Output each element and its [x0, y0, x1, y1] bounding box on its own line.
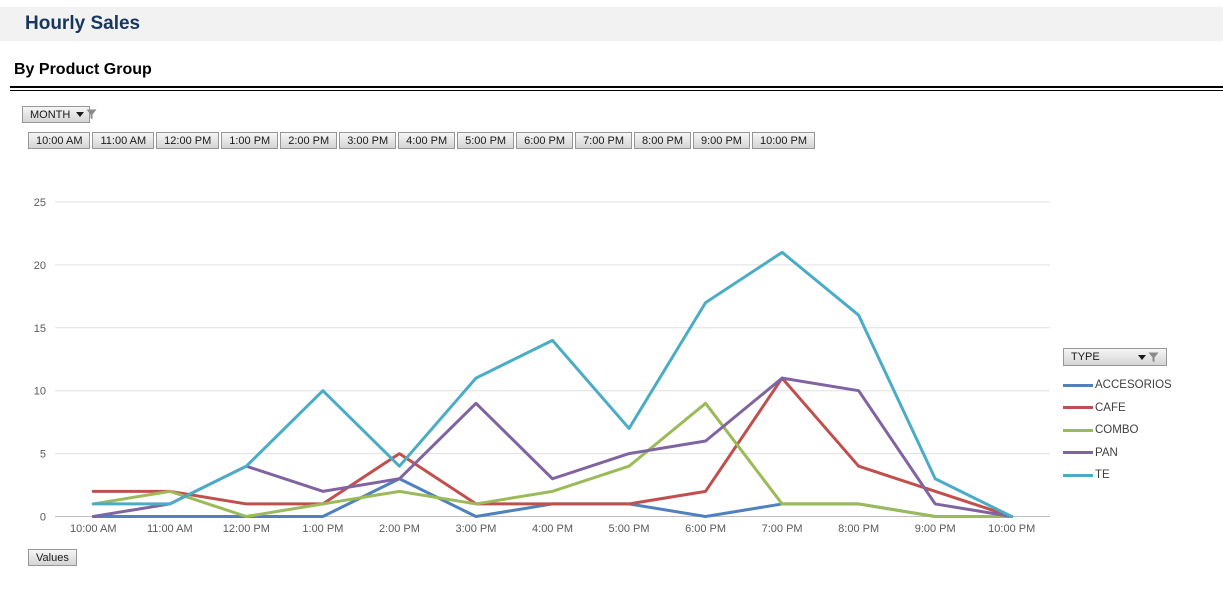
time-field-button-1000pm[interactable]: 10:00 PM	[751, 132, 816, 149]
x-axis-tick-label: 11:00 AM	[147, 523, 193, 535]
x-axis-tick-label: 1:00 PM	[302, 523, 343, 535]
x-axis-tick-label: 9:00 PM	[915, 523, 956, 535]
dropdown-arrow-icon	[76, 112, 85, 117]
page-title: Hourly Sales	[25, 13, 141, 34]
time-field-button-900pm[interactable]: 9:00 PM	[693, 132, 750, 149]
type-legend-filter-button[interactable]: TYPE	[1063, 348, 1167, 366]
y-axis-tick-label: 10	[34, 386, 46, 398]
legend-label: COMBO	[1095, 424, 1139, 437]
legend-swatch-icon	[1063, 406, 1093, 410]
subtitle-divider	[10, 86, 1223, 91]
x-axis-tick-label: 12:00 PM	[223, 523, 270, 535]
time-field-button-500pm[interactable]: 5:00 PM	[457, 132, 515, 149]
filter-funnel-icon	[1148, 352, 1159, 362]
type-filter-label: TYPE	[1071, 351, 1100, 363]
x-axis-tick-label: 4:00 PM	[532, 523, 573, 535]
time-field-button-800pm[interactable]: 8:00 PM	[634, 132, 691, 149]
legend-swatch-icon	[1063, 473, 1093, 477]
y-axis-tick-label: 5	[40, 449, 46, 461]
legend-label: TE	[1095, 469, 1110, 482]
values-field-button[interactable]: Values	[28, 549, 77, 566]
x-axis-tick-label: 6:00 PM	[685, 523, 726, 535]
values-field-label: Values	[36, 551, 69, 564]
legend-item-te: TE	[1063, 464, 1213, 487]
x-axis-tick-label: 3:00 PM	[455, 523, 496, 535]
legend-label: CAFE	[1095, 401, 1126, 414]
month-filter-label: MONTH	[30, 108, 71, 121]
y-axis-tick-label: 20	[34, 260, 46, 272]
legend-item-pan: PAN	[1063, 442, 1213, 465]
x-axis-tick-label: 10:00 PM	[988, 523, 1035, 535]
chart-legend: ACCESORIOS CAFE COMBO PAN TE	[1063, 374, 1213, 487]
month-filter-button[interactable]: MONTH	[22, 106, 97, 123]
time-field-button-1000am[interactable]: 10:00 AM	[28, 132, 91, 149]
series-line-combo	[91, 401, 1014, 518]
x-axis-tick-label: 7:00 PM	[762, 523, 803, 535]
legend-item-accesorios: ACCESORIOS	[1063, 374, 1213, 397]
hourly-sales-line-chart: 0 5 10 15 20 25 10:00 AM 11:00 AM 12:00 PM 1:00 P…	[34, 197, 1050, 535]
series-line-cafe	[91, 376, 1014, 518]
series-line-te	[91, 250, 1014, 518]
x-axis-tick-label: 10:00 AM	[70, 523, 116, 535]
time-field-button-200pm[interactable]: 2:00 PM	[280, 132, 338, 149]
x-axis-tick-label: 5:00 PM	[609, 523, 650, 535]
x-axis-tick-label: 2:00 PM	[379, 523, 420, 535]
y-axis-tick-label: 25	[34, 197, 46, 209]
legend-swatch-icon	[1063, 383, 1093, 387]
time-field-button-300pm[interactable]: 3:00 PM	[339, 132, 397, 149]
legend-swatch-icon	[1063, 428, 1093, 432]
time-field-button-400pm[interactable]: 4:00 PM	[398, 132, 456, 149]
y-axis-tick-label: 0	[40, 512, 46, 524]
dropdown-arrow-icon	[1138, 354, 1146, 360]
legend-item-combo: COMBO	[1063, 419, 1213, 442]
report-subtitle: By Product Group	[14, 61, 152, 78]
y-axis-tick-label: 15	[34, 323, 46, 335]
legend-item-cafe: CAFE	[1063, 397, 1213, 420]
legend-swatch-icon	[1063, 451, 1093, 455]
time-field-button-700pm[interactable]: 7:00 PM	[575, 132, 633, 149]
time-field-button-600pm[interactable]: 6:00 PM	[516, 132, 574, 149]
filter-funnel-icon	[86, 109, 97, 120]
legend-label: ACCESORIOS	[1095, 379, 1172, 392]
time-field-button-1200pm[interactable]: 12:00 PM	[156, 132, 220, 149]
legend-label: PAN	[1095, 446, 1118, 459]
series-line-pan	[91, 376, 1014, 518]
time-field-button-1100am[interactable]: 11:00 AM	[92, 132, 155, 149]
time-field-button-100pm[interactable]: 1:00 PM	[221, 132, 279, 149]
time-field-buttons-row: 10:00 AM 11:00 AM 12:00 PM 1:00 PM 2:00 PM 3:…	[28, 132, 816, 149]
x-axis-tick-label: 8:00 PM	[838, 523, 879, 535]
report-header-bar: Hourly Sales	[0, 7, 1223, 41]
